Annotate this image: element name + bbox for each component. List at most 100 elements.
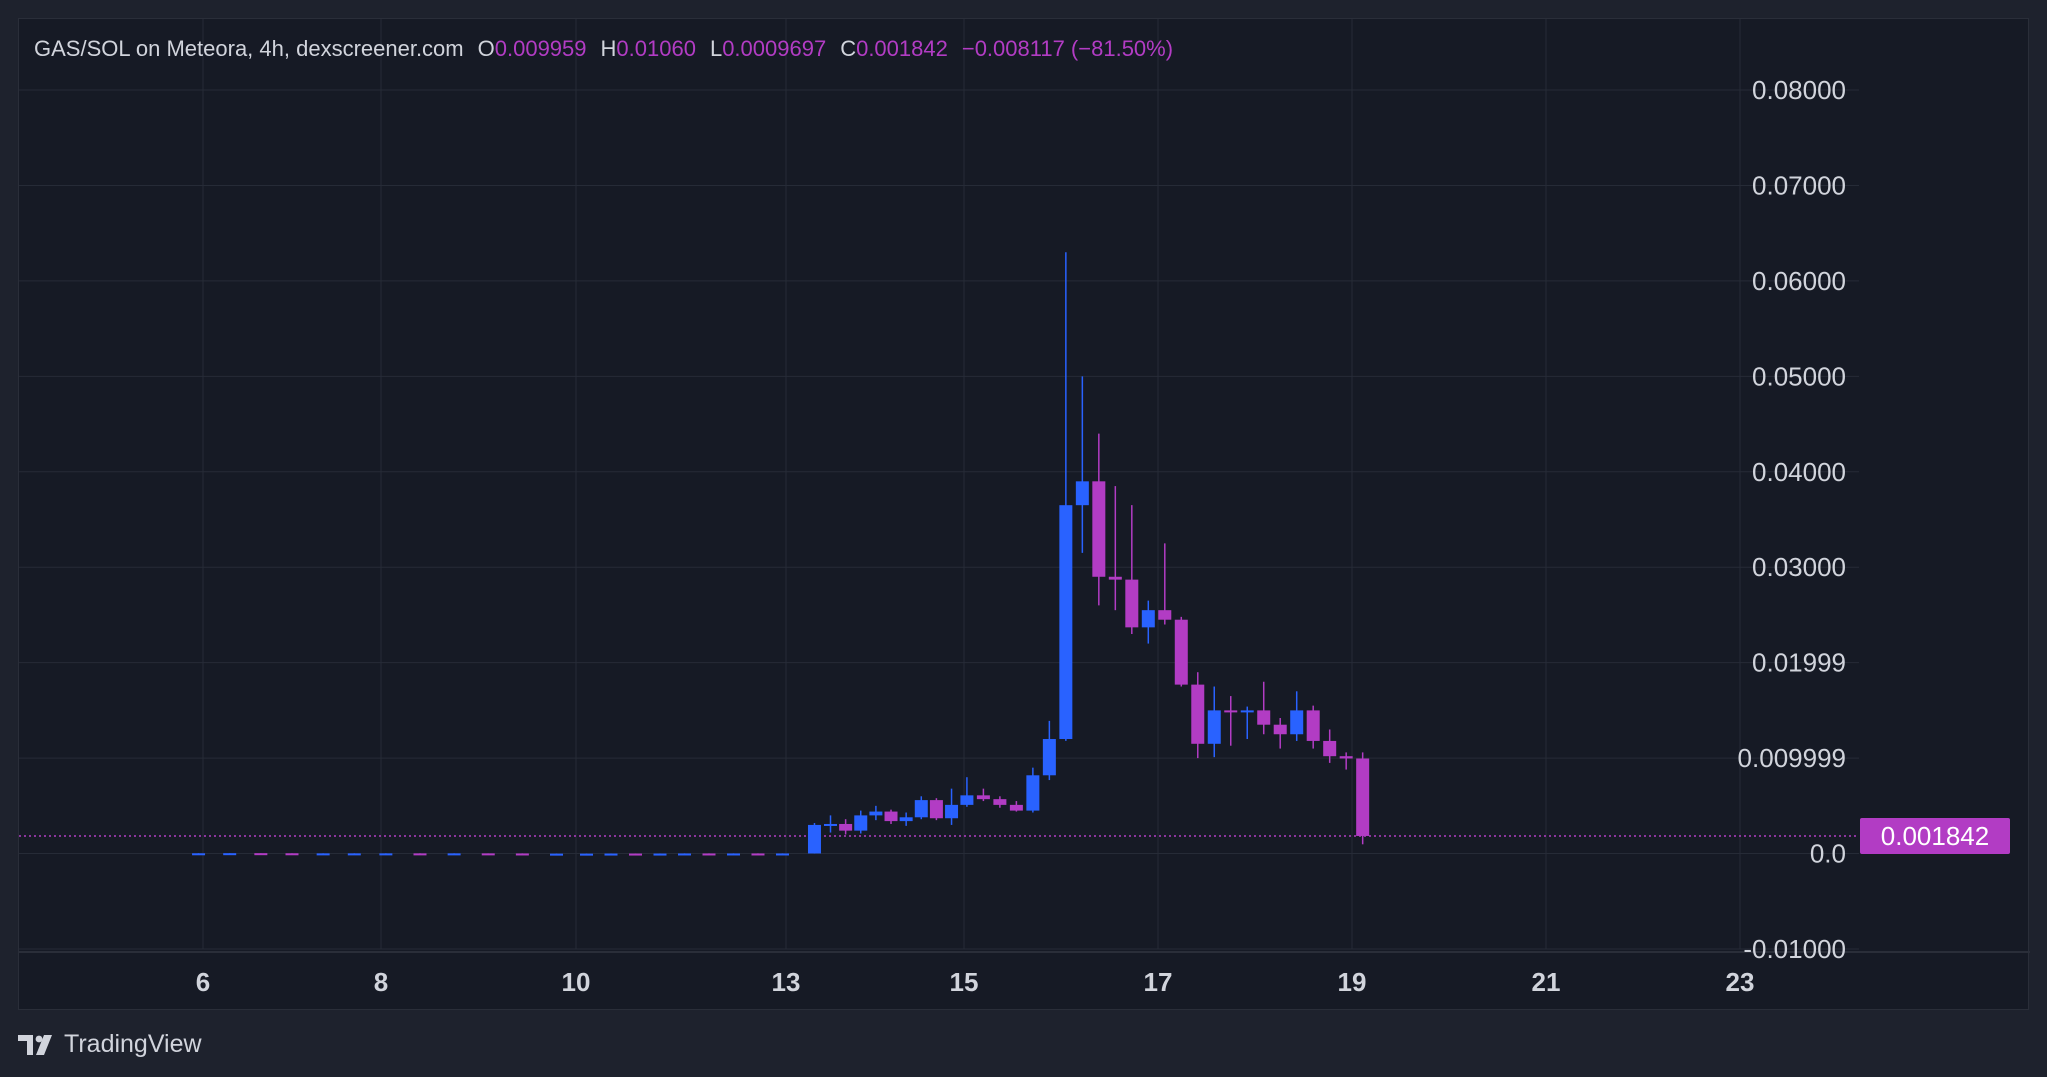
candle bbox=[347, 853, 361, 856]
candle bbox=[515, 853, 529, 856]
legend-high-value: 0.01060 bbox=[616, 36, 696, 61]
candle bbox=[1026, 767, 1040, 813]
candle bbox=[413, 853, 427, 856]
candle-body bbox=[254, 853, 268, 856]
candle bbox=[807, 823, 821, 854]
candle bbox=[1158, 543, 1172, 625]
grid bbox=[19, 19, 2030, 953]
candle bbox=[884, 809, 898, 824]
candle-body bbox=[1224, 710, 1238, 713]
candle-body bbox=[347, 853, 361, 856]
candle bbox=[653, 853, 667, 856]
y-tick-label: 0.01999 bbox=[1752, 648, 1846, 678]
candle-body bbox=[379, 853, 393, 856]
x-tick-label: 8 bbox=[374, 967, 388, 997]
candle-body bbox=[1207, 710, 1221, 744]
candle-body bbox=[1273, 724, 1287, 735]
candle-body bbox=[1092, 481, 1106, 577]
candle bbox=[1009, 801, 1023, 812]
candle-body bbox=[854, 815, 868, 831]
candle-body bbox=[1191, 684, 1205, 744]
candle-body bbox=[192, 853, 206, 856]
candle bbox=[1306, 705, 1320, 749]
candle-body bbox=[929, 800, 943, 819]
legend-low-value: 0.0009697 bbox=[722, 36, 827, 61]
candle bbox=[1075, 376, 1089, 553]
candle bbox=[285, 853, 299, 856]
candle bbox=[899, 812, 913, 826]
candle bbox=[1042, 720, 1056, 781]
candle bbox=[604, 853, 618, 856]
candle-body bbox=[1009, 804, 1023, 811]
candle bbox=[550, 853, 563, 856]
last-price-badge-bg bbox=[1860, 817, 2010, 854]
candle bbox=[1092, 433, 1106, 606]
y-tick-label: -0.01000 bbox=[1743, 934, 1846, 964]
candle-body bbox=[1158, 610, 1172, 620]
candle-body bbox=[481, 853, 495, 856]
candle-body bbox=[285, 853, 299, 856]
price-axis: 0.08000 0.07000 0.06000 0.05000 0.04000 0.030… bbox=[1738, 75, 1846, 964]
candle-body bbox=[1240, 710, 1254, 713]
candle-body bbox=[1356, 758, 1370, 836]
candle bbox=[854, 810, 868, 834]
candle-body bbox=[945, 804, 959, 819]
candle bbox=[839, 819, 853, 835]
candle bbox=[914, 796, 928, 820]
brand-name: TradingView bbox=[64, 1030, 202, 1058]
candle-body bbox=[1026, 775, 1040, 811]
y-tick-label: 0.0 bbox=[1810, 839, 1846, 869]
legend-high-label: H bbox=[600, 36, 617, 61]
candle bbox=[1125, 505, 1139, 635]
candle bbox=[379, 853, 393, 856]
candle bbox=[254, 853, 268, 856]
chart-legend: GAS/SOL on Meteora, 4h, dexscreener.com O… bbox=[34, 36, 1173, 62]
candle-body bbox=[316, 853, 330, 856]
candle-body bbox=[604, 853, 618, 856]
candle bbox=[1059, 252, 1073, 741]
candlestick-chart[interactable]: 0.08000 0.07000 0.06000 0.05000 0.04000 0.030… bbox=[19, 19, 2030, 1011]
tradingview-brand[interactable]: TradingView bbox=[18, 1030, 202, 1059]
x-tick-label: 23 bbox=[1726, 967, 1755, 997]
candle bbox=[776, 853, 789, 856]
candle bbox=[1174, 616, 1188, 687]
last-price-badge: 0.001842 bbox=[1860, 817, 2010, 854]
legend-open-label: O bbox=[477, 36, 495, 61]
candle-body bbox=[702, 853, 716, 856]
candle bbox=[1191, 672, 1205, 759]
candle-body bbox=[223, 853, 237, 856]
candle-body bbox=[1059, 505, 1073, 740]
candle bbox=[192, 853, 206, 856]
x-tick-label: 17 bbox=[1144, 967, 1173, 997]
candle bbox=[1141, 600, 1155, 644]
candle bbox=[447, 853, 461, 856]
candle bbox=[1207, 686, 1221, 758]
candle bbox=[727, 853, 740, 856]
candle-body bbox=[1108, 576, 1122, 580]
candle bbox=[1339, 752, 1353, 770]
x-tick-label: 19 bbox=[1338, 967, 1367, 997]
candle bbox=[945, 788, 959, 825]
x-tick-label: 15 bbox=[950, 967, 979, 997]
x-tick-label: 21 bbox=[1532, 967, 1561, 997]
candle-body bbox=[776, 853, 789, 856]
candle bbox=[1224, 696, 1238, 746]
candle-body bbox=[899, 817, 913, 822]
candle-body bbox=[629, 853, 642, 856]
candle-body bbox=[515, 853, 529, 856]
y-tick-label: 0.03000 bbox=[1752, 552, 1846, 582]
legend-open-value: 0.009959 bbox=[494, 36, 587, 61]
candle-body bbox=[1306, 710, 1320, 741]
candle bbox=[824, 815, 837, 833]
candle bbox=[629, 853, 642, 856]
chart-panel[interactable]: 0.08000 0.07000 0.06000 0.05000 0.04000 0.030… bbox=[18, 18, 2030, 1011]
candle bbox=[1108, 486, 1122, 611]
candle-body bbox=[678, 853, 691, 856]
candle-body bbox=[727, 853, 740, 856]
candle-body bbox=[839, 823, 853, 831]
x-tick-label: 6 bbox=[196, 967, 210, 997]
candle bbox=[580, 853, 593, 856]
candle bbox=[1273, 718, 1287, 749]
candle-body bbox=[1323, 740, 1337, 757]
y-tick-label: 0.04000 bbox=[1752, 457, 1846, 487]
